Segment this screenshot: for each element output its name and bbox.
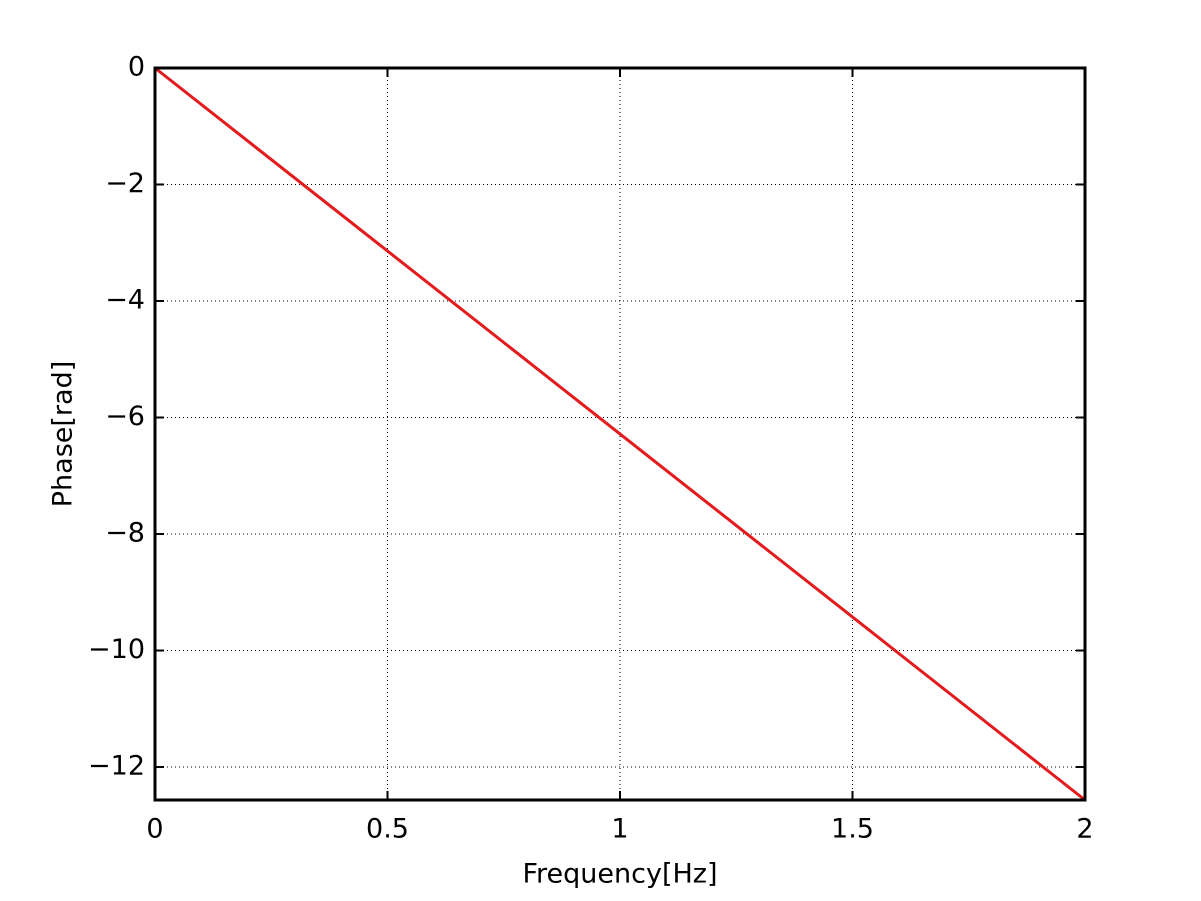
x-tick-label: 0.5 xyxy=(366,814,409,845)
y-axis-label: Phase[rad] xyxy=(48,361,79,507)
plot-frame xyxy=(153,66,1087,802)
data-line xyxy=(154,66,1086,802)
x-tick-label: 0 xyxy=(146,814,163,845)
x-tick-label: 1.5 xyxy=(831,814,874,845)
y-tick-label: −6 xyxy=(105,401,145,432)
x-tick-label: 2 xyxy=(1076,814,1093,845)
y-tick-label: −4 xyxy=(105,285,145,316)
x-tick-label: 1 xyxy=(611,814,628,845)
y-tick-label: −8 xyxy=(105,518,145,549)
y-tick-label: −10 xyxy=(88,634,145,665)
y-tick-label: 0 xyxy=(128,52,145,83)
y-tick-label: −2 xyxy=(105,168,145,199)
y-tick-label: −12 xyxy=(88,751,145,782)
x-axis-label: Frequency[Hz] xyxy=(522,859,717,890)
